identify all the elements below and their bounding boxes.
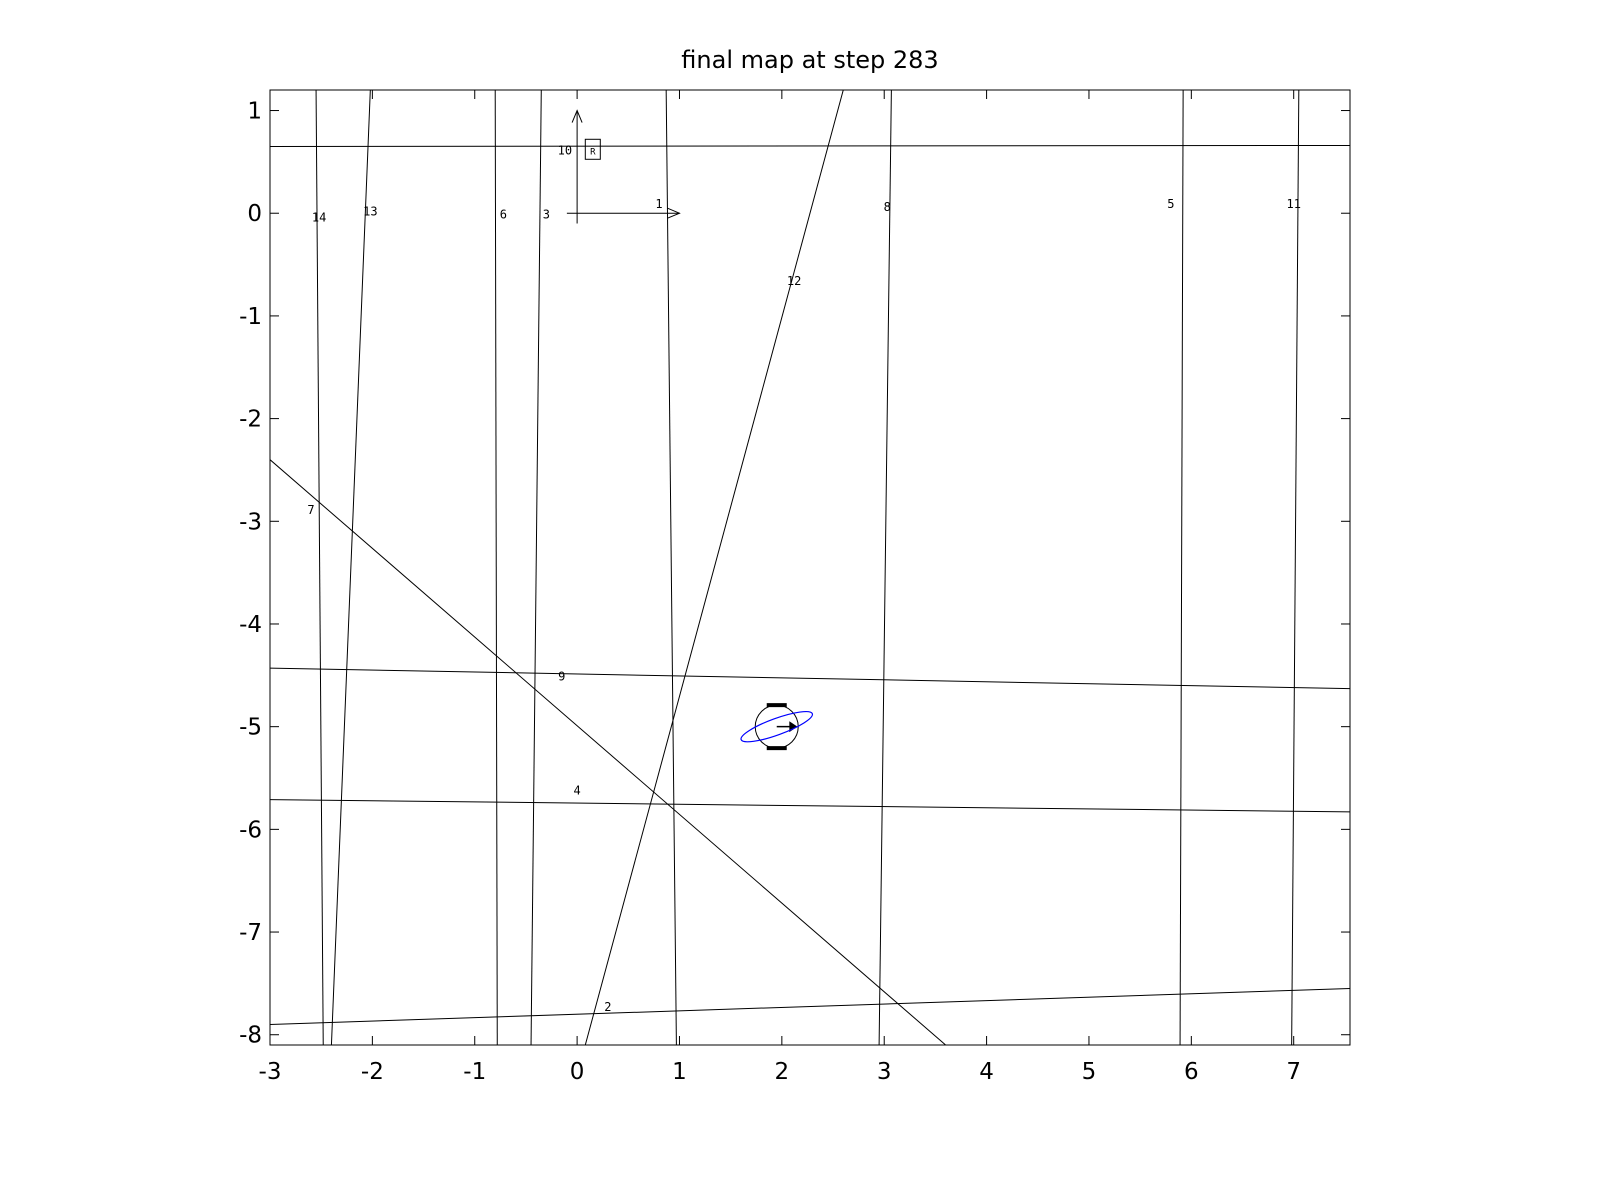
x-tick-label: 2 <box>775 1059 790 1085</box>
y-axis: 10-1-2-3-4-5-6-7-8 <box>239 99 1350 1049</box>
map-line-label-10: 10 <box>558 144 572 158</box>
x-tick-label: -2 <box>361 1059 384 1085</box>
frame-origin-box <box>584 138 601 160</box>
y-tick-label: -6 <box>239 817 262 843</box>
map-line-1 <box>665 90 677 1045</box>
map-line-7 <box>270 459 946 1045</box>
y-tick-label: -5 <box>239 715 262 741</box>
robot-uncertainty-ellipse <box>740 710 814 743</box>
plot-frame <box>269 89 1351 1046</box>
map-line-label-7: 7 <box>307 503 314 517</box>
y-tick-label: -3 <box>239 509 262 535</box>
map-line-label-3: 3 <box>543 207 550 221</box>
frame-x-arrowhead <box>667 207 681 219</box>
x-tick-label: 4 <box>979 1059 994 1085</box>
map-line-10 <box>270 144 1350 147</box>
map-line-label-12: 12 <box>787 274 801 288</box>
map-line-label-1: 1 <box>655 197 662 211</box>
map-line-8 <box>878 90 892 1045</box>
map-line-9 <box>270 667 1350 690</box>
y-tick-label: 1 <box>247 99 262 125</box>
x-axis: -3 -2 -1 0 1 2 3 4 5 6 7 <box>259 90 1301 1085</box>
y-tick-label: -2 <box>239 407 262 433</box>
y-tick-label: 0 <box>247 201 262 227</box>
x-tick-label: -3 <box>259 1059 282 1085</box>
x-tick-label: 1 <box>672 1059 687 1085</box>
map-line-4 <box>270 799 1350 813</box>
x-tick-label: 7 <box>1286 1059 1301 1085</box>
map-line-5 <box>1179 90 1184 1045</box>
map-line-label-13: 13 <box>363 204 377 218</box>
x-tick-label: -1 <box>463 1059 486 1085</box>
map-line-13 <box>330 90 371 1045</box>
chart-title: final map at step 283 <box>681 46 938 74</box>
map-line-11 <box>1291 90 1300 1045</box>
map-line-label-8: 8 <box>884 200 891 214</box>
map-line-label-11: 11 <box>1286 197 1300 211</box>
frame-origin-label: R <box>590 147 596 157</box>
map-line-2 <box>270 988 1350 1025</box>
y-tick-label: -1 <box>239 304 262 330</box>
y-tick-label: -4 <box>239 612 262 638</box>
map-line-label-9: 9 <box>558 669 565 683</box>
map-line-label-2: 2 <box>604 1000 611 1014</box>
y-tick-label: -8 <box>239 1023 262 1049</box>
map-line-label-5: 5 <box>1167 197 1174 211</box>
x-tick-label: 6 <box>1184 1059 1199 1085</box>
frame-y-arrowhead <box>571 109 583 123</box>
map-line-label-14: 14 <box>312 210 326 224</box>
map-line-3 <box>530 90 542 1045</box>
x-tick-label: 0 <box>570 1059 585 1085</box>
y-tick-label: -7 <box>239 920 262 946</box>
map-line-6 <box>494 90 498 1045</box>
map-line-label-6: 6 <box>500 207 507 221</box>
x-tick-label: 3 <box>877 1059 892 1085</box>
x-tick-label: 5 <box>1082 1059 1097 1085</box>
map-line-12 <box>584 90 844 1045</box>
map-line-label-4: 4 <box>573 783 580 797</box>
map-line-14 <box>315 90 324 1045</box>
